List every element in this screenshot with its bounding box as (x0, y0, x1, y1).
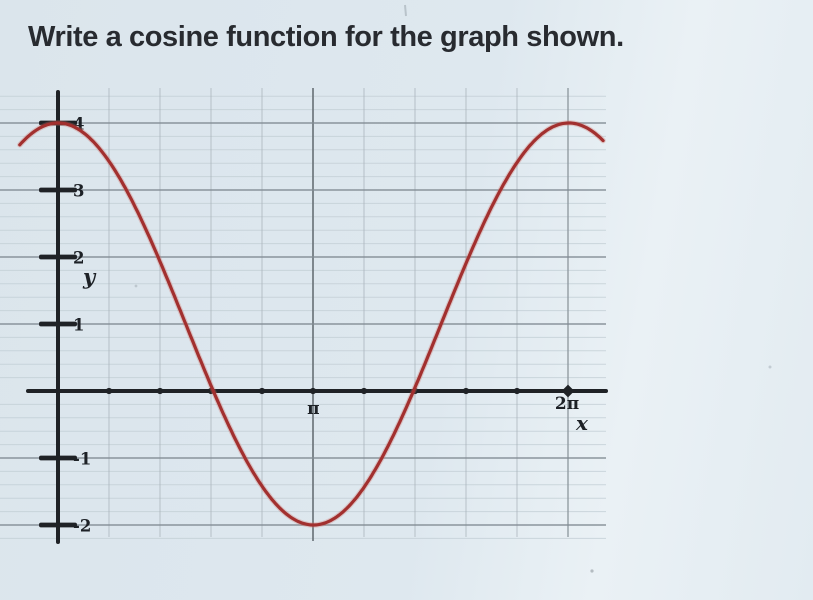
y-axis-tick-labels: 4 3 2 1 -1 -2 (73, 115, 91, 536)
graph-paper-vertical-lines (108, 88, 569, 541)
x-axis-label: x (575, 411, 589, 435)
scan-artifacts (134, 4, 772, 573)
x-tick-dot (156, 387, 164, 395)
y-tick-label: -2 (73, 517, 91, 536)
y-tick-label: 2 (73, 249, 84, 268)
x-tick-dot (258, 387, 266, 395)
y-tick (39, 321, 77, 327)
problem-title: Write a cosine function for the graph sh… (28, 21, 624, 53)
graph-paper-horizontal-lines (0, 95, 606, 539)
y-tick-label: 4 (73, 115, 84, 134)
y-tick (39, 187, 77, 193)
y-tick-label: -1 (73, 450, 91, 469)
y-axis-label: y (82, 264, 97, 289)
x-tick-label: 2π (555, 394, 579, 414)
y-tick-label: 1 (73, 316, 84, 335)
y-tick-label: 3 (73, 182, 84, 201)
x-tick-label: π (307, 399, 319, 419)
y-tick (39, 522, 77, 528)
curve-stroke (18, 121, 605, 527)
x-tick-dot (105, 387, 113, 395)
y-tick (39, 455, 77, 461)
x-axis-tick-labels: π 2π (307, 394, 579, 419)
x-tick-dot (360, 387, 368, 395)
x-tick-dot (513, 387, 521, 395)
cosine-curve (17, 120, 606, 528)
x-tick-dot (309, 387, 317, 395)
y-tick (39, 254, 77, 260)
unit-gridlines (0, 122, 606, 526)
x-tick-dot (462, 387, 470, 395)
